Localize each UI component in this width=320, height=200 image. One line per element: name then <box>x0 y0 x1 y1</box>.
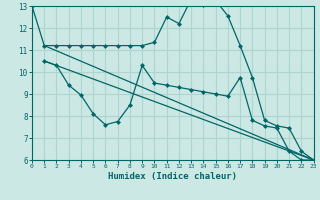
X-axis label: Humidex (Indice chaleur): Humidex (Indice chaleur) <box>108 172 237 181</box>
